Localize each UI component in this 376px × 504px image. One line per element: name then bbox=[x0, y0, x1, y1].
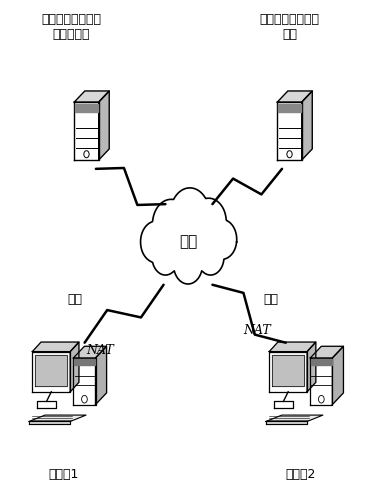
Polygon shape bbox=[266, 421, 307, 424]
Circle shape bbox=[152, 239, 179, 275]
Text: 视频通话代理和重
定向服务器: 视频通话代理和重 定向服务器 bbox=[41, 13, 102, 41]
Text: 客户端2: 客户端2 bbox=[286, 468, 316, 481]
Polygon shape bbox=[32, 342, 79, 352]
Polygon shape bbox=[32, 352, 70, 392]
Circle shape bbox=[153, 200, 190, 249]
Text: NAT: NAT bbox=[244, 324, 271, 337]
Polygon shape bbox=[74, 91, 109, 102]
Polygon shape bbox=[266, 415, 323, 421]
Polygon shape bbox=[73, 346, 106, 358]
Circle shape bbox=[141, 221, 171, 263]
Polygon shape bbox=[277, 102, 302, 160]
Polygon shape bbox=[35, 355, 67, 386]
Text: 客户端1: 客户端1 bbox=[49, 468, 79, 481]
Polygon shape bbox=[269, 342, 316, 352]
Polygon shape bbox=[37, 401, 56, 408]
Text: 私网: 私网 bbox=[68, 293, 83, 306]
Polygon shape bbox=[74, 102, 99, 160]
Polygon shape bbox=[274, 401, 293, 408]
Text: NAT: NAT bbox=[86, 344, 114, 357]
Polygon shape bbox=[272, 355, 304, 386]
Polygon shape bbox=[278, 104, 301, 112]
Text: 公网: 公网 bbox=[179, 234, 197, 249]
Circle shape bbox=[191, 198, 226, 245]
Circle shape bbox=[170, 188, 209, 240]
Circle shape bbox=[173, 245, 202, 284]
Polygon shape bbox=[29, 421, 70, 424]
Polygon shape bbox=[332, 346, 343, 405]
Polygon shape bbox=[73, 358, 96, 405]
Polygon shape bbox=[96, 346, 106, 405]
Polygon shape bbox=[70, 342, 79, 392]
Text: 注册和运营支撑服
务器: 注册和运营支撑服 务器 bbox=[259, 13, 320, 41]
Polygon shape bbox=[269, 352, 307, 392]
Polygon shape bbox=[99, 91, 109, 160]
Circle shape bbox=[197, 239, 224, 275]
Polygon shape bbox=[75, 104, 98, 112]
Text: 私网: 私网 bbox=[263, 293, 278, 306]
Polygon shape bbox=[311, 359, 332, 365]
Polygon shape bbox=[302, 91, 312, 160]
Polygon shape bbox=[310, 358, 332, 405]
Polygon shape bbox=[310, 346, 343, 358]
Polygon shape bbox=[277, 91, 312, 102]
Polygon shape bbox=[307, 342, 316, 392]
Circle shape bbox=[207, 219, 237, 260]
Polygon shape bbox=[29, 415, 86, 421]
Polygon shape bbox=[74, 359, 95, 365]
